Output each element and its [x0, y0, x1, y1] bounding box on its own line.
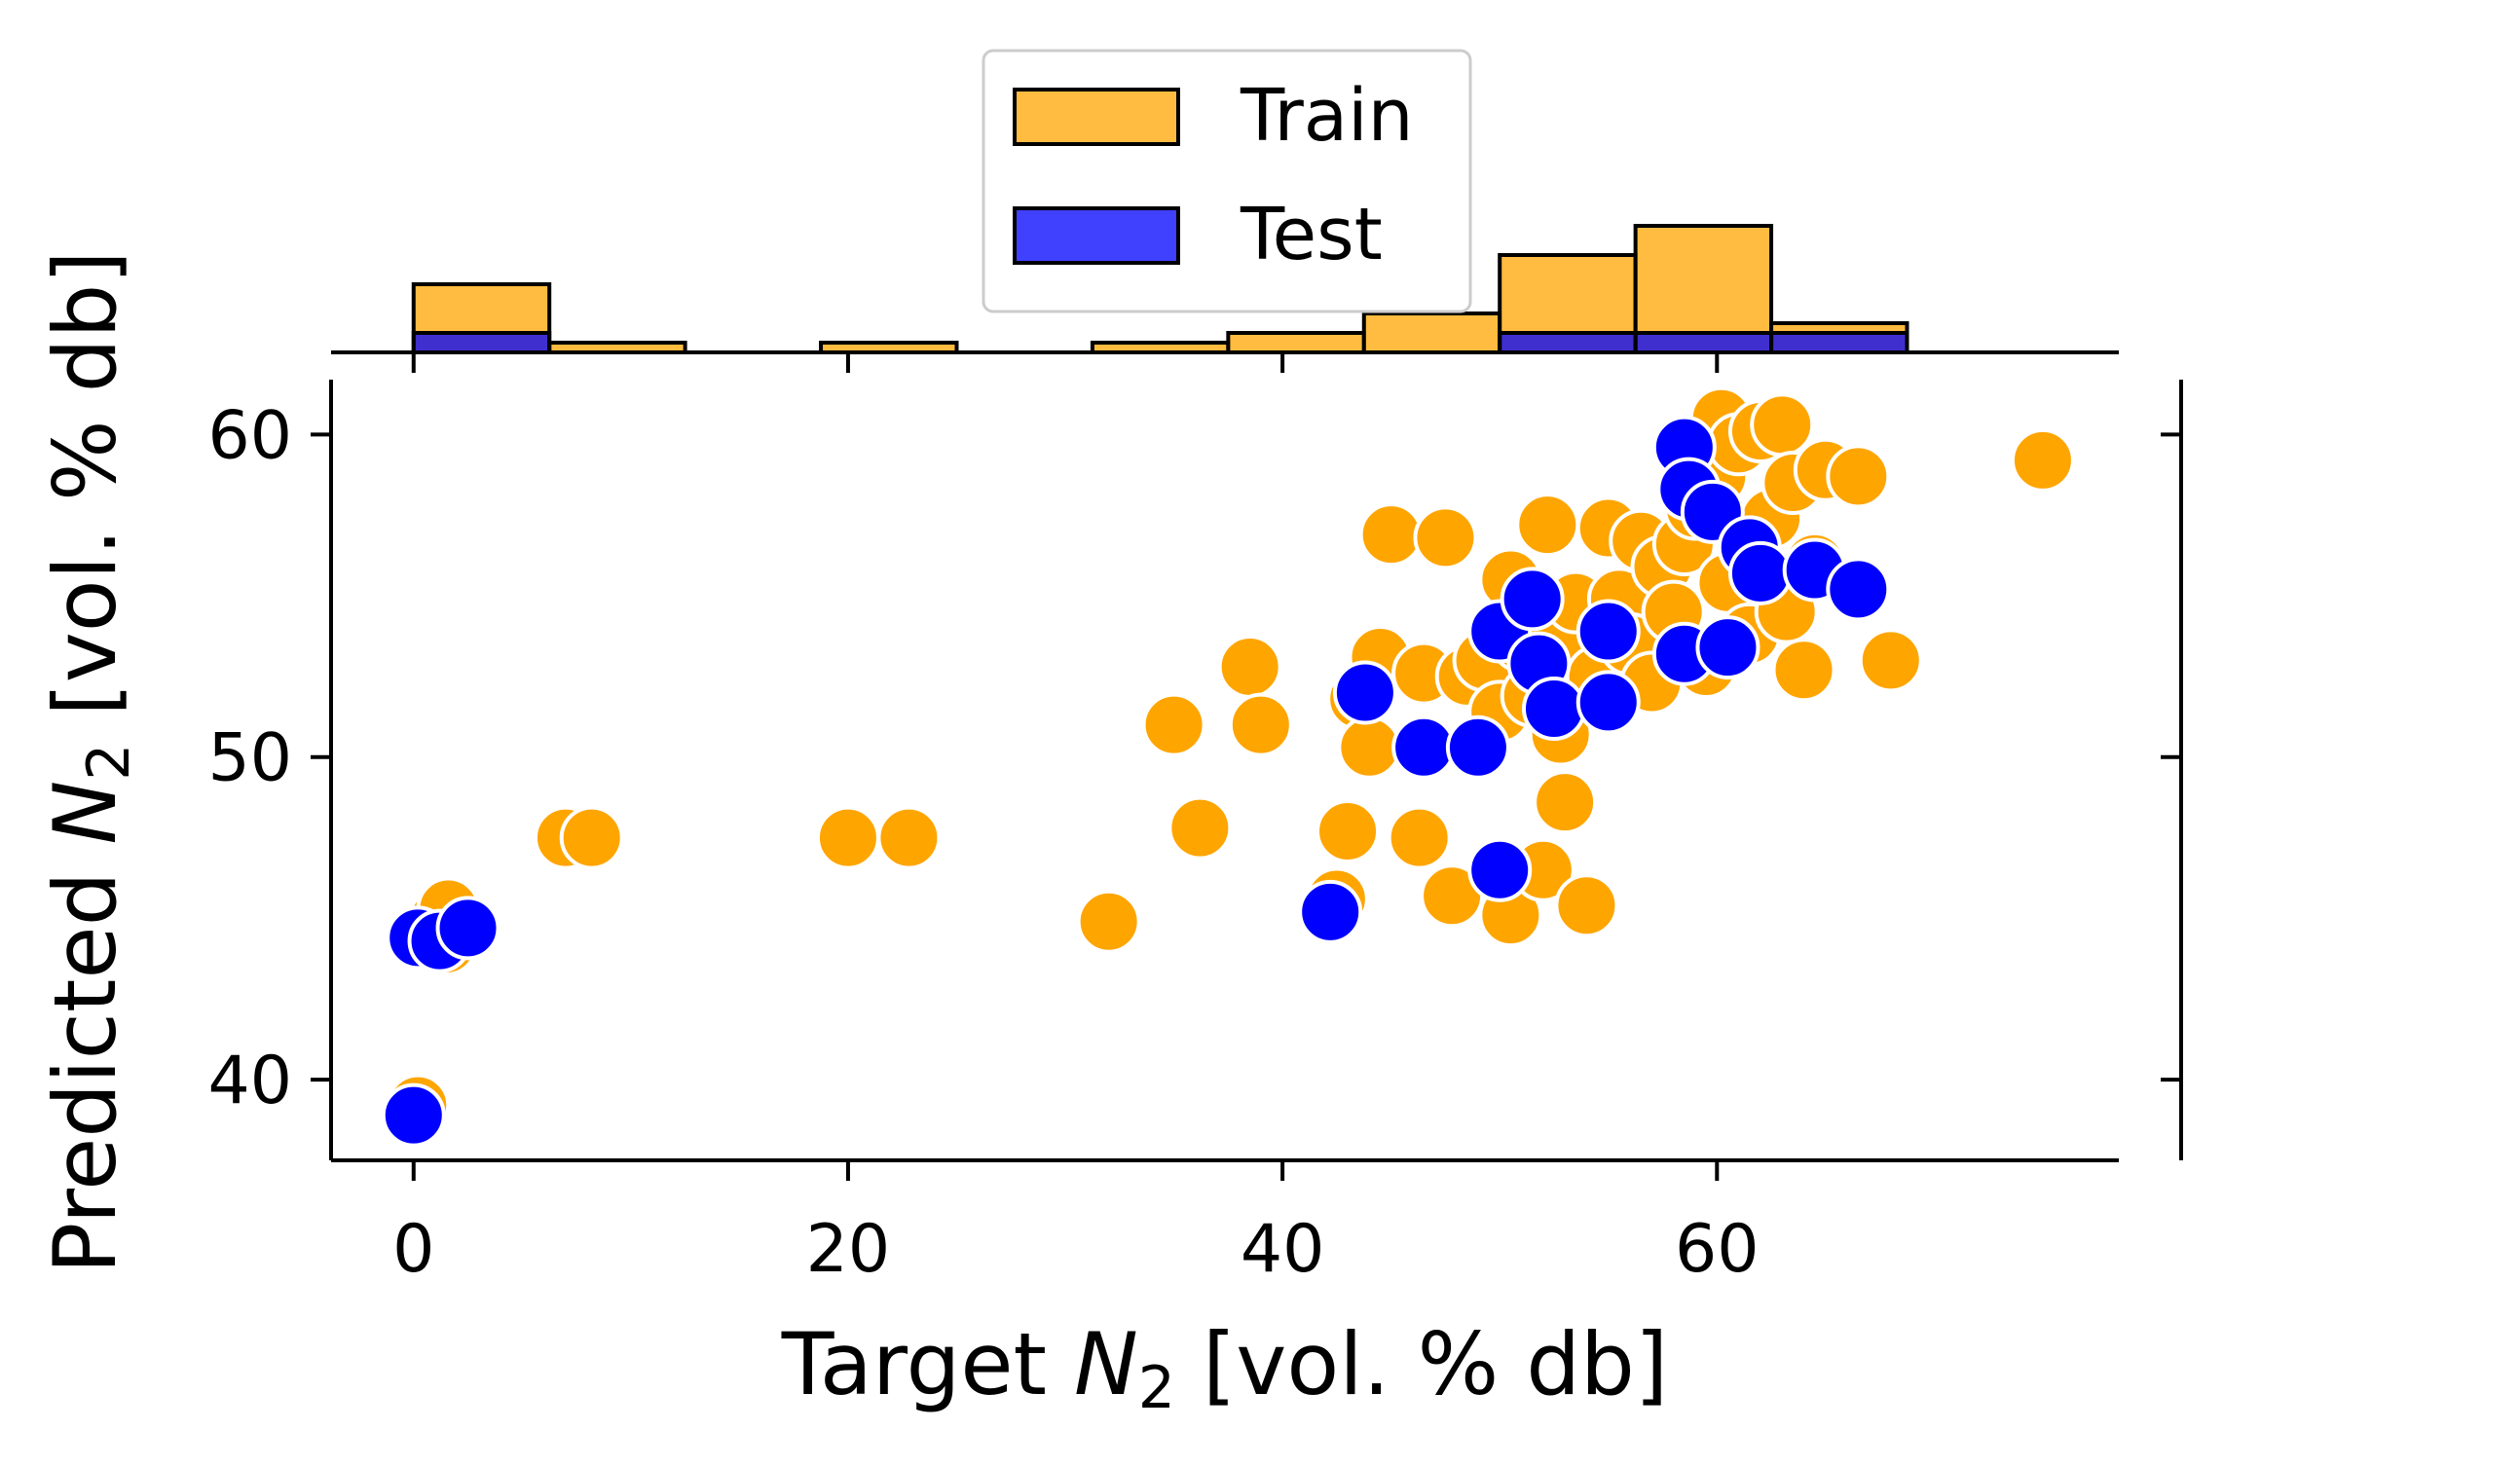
marginal-y-ticks: [2161, 432, 2181, 1082]
y-axis-label: Predicted N2 [vol. % db]: [35, 250, 143, 1273]
legend-label-test: Test: [1240, 193, 1383, 276]
y-tick-label: 60: [207, 397, 292, 474]
data-point-train: [1413, 505, 1478, 570]
data-point-train: [1858, 628, 1923, 693]
data-point-train: [1358, 502, 1424, 568]
data-point-test: [1445, 715, 1510, 780]
legend-swatch-train: [1013, 88, 1180, 146]
data-point-test: [1575, 599, 1641, 664]
data-points: [381, 385, 2075, 1148]
marginal-histogram-x: [331, 224, 2119, 354]
histogram-bar-test: [1769, 331, 1909, 354]
data-point-train: [1316, 798, 1381, 863]
data-point-test: [1500, 567, 1565, 632]
histogram-bar-test: [411, 331, 552, 354]
data-point-train: [1750, 392, 1815, 458]
data-point-train: [1141, 692, 1206, 757]
data-point-train: [1387, 805, 1452, 870]
data-point-test: [1695, 615, 1760, 680]
data-point-test: [1332, 660, 1397, 725]
data-point-train: [1337, 715, 1402, 780]
data-point-test: [1298, 879, 1363, 944]
data-point-test: [1521, 677, 1586, 742]
data-point-train: [1076, 889, 1141, 954]
histogram-bar-train: [1361, 312, 1502, 354]
data-point-train: [876, 805, 942, 870]
y-axis-ticks: 40 50 60: [207, 397, 331, 1119]
x-tick-label: 40: [1241, 1211, 1325, 1288]
data-point-train: [559, 805, 624, 870]
x-tick-label: 20: [806, 1211, 891, 1288]
legend-swatch-test: [1013, 206, 1180, 265]
x-axis-label: Target N2 [vol. % db]: [781, 1314, 1669, 1422]
y-tick-label: 40: [207, 1043, 292, 1119]
data-point-test: [1467, 837, 1533, 902]
data-point-train: [2010, 427, 2075, 493]
data-point-train: [1217, 634, 1282, 699]
data-point-test: [1391, 715, 1457, 780]
data-point-train: [1826, 444, 1891, 509]
histogram-bar-test: [1498, 331, 1638, 354]
data-point-test: [381, 1082, 446, 1148]
histogram-bar-train: [1226, 331, 1366, 354]
data-point-train: [815, 805, 880, 870]
data-point-train: [1533, 770, 1598, 835]
data-point-test: [1575, 670, 1641, 735]
plot-area: 0 20 40 60 40 50 60: [207, 352, 2119, 1288]
data-point-test: [1826, 557, 1891, 622]
data-point-train: [1167, 795, 1233, 861]
legend-label-train: Train: [1240, 74, 1414, 158]
data-point-train: [1554, 873, 1619, 938]
histogram-bar-test: [1633, 331, 1774, 354]
data-point-train: [1771, 638, 1836, 703]
data-point-train: [1515, 493, 1580, 558]
data-point-test: [435, 896, 500, 961]
data-point-test: [1727, 540, 1793, 605]
x-axis-ticks: 0 20 40 60: [392, 352, 1760, 1288]
x-tick-label: 0: [392, 1211, 434, 1288]
y-tick-label: 50: [207, 720, 292, 797]
legend: Train Test: [982, 49, 1472, 313]
data-point-train: [1228, 692, 1293, 757]
x-tick-label: 60: [1675, 1211, 1760, 1288]
